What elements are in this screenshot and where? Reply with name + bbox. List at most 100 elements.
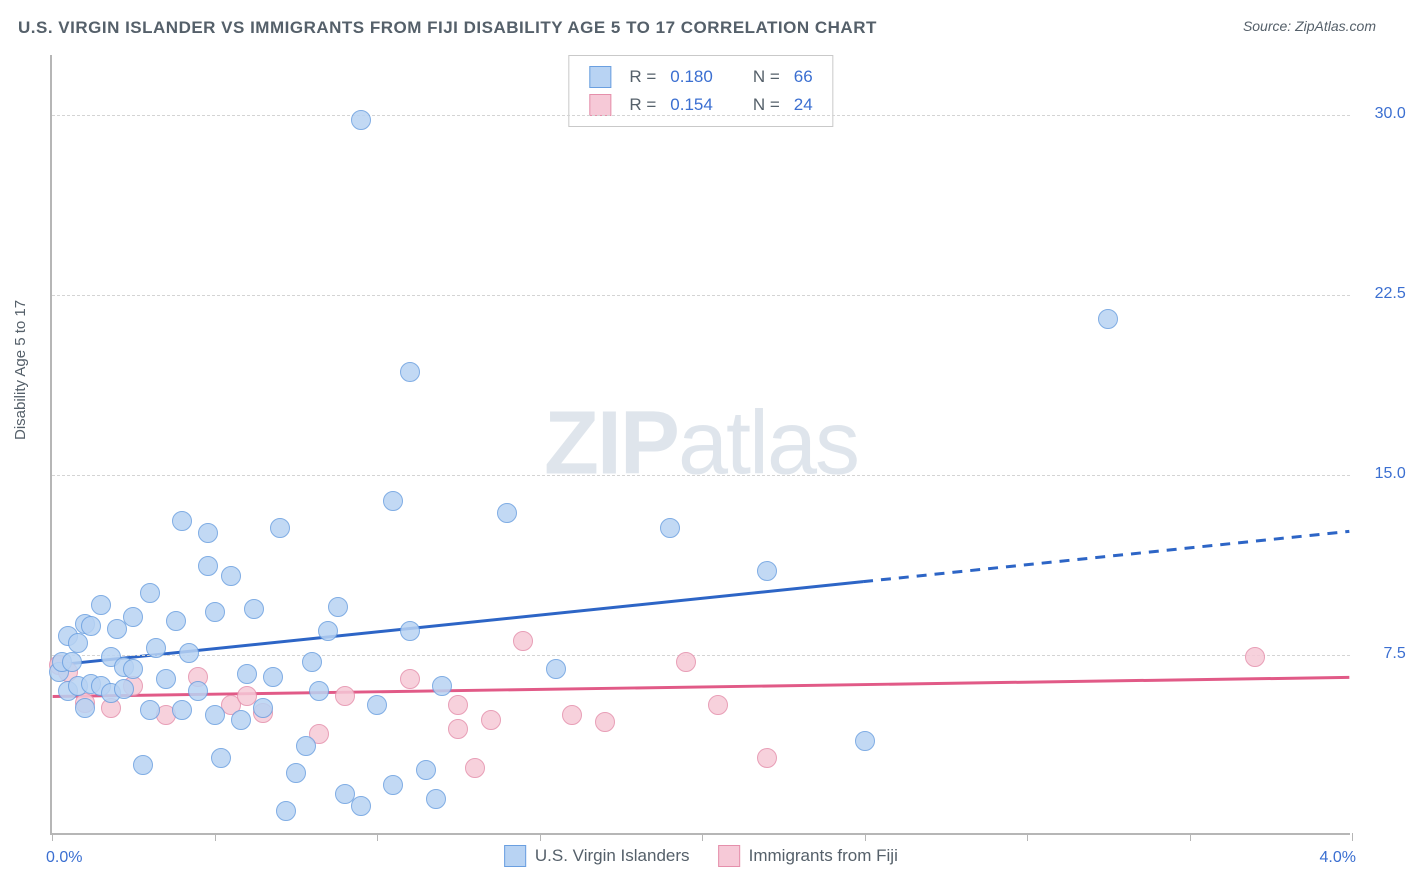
data-point [205,705,225,725]
data-point [400,621,420,641]
data-point [318,621,338,641]
data-point [140,583,160,603]
data-point [146,638,166,658]
r-label-a: R = [623,64,662,90]
y-tick-label: 15.0% [1360,465,1406,483]
watermark-zip: ZIP [544,394,678,494]
data-point [68,633,88,653]
gridline [52,115,1350,116]
gridline [52,655,1350,656]
data-point [140,700,160,720]
swatch-a [589,66,611,88]
bottom-legend: U.S. Virgin Islanders Immigrants from Fi… [504,845,898,867]
data-point [205,602,225,622]
data-point [481,710,501,730]
plot-area: ZIPatlas R = 0.180 N = 66 R = 0.154 N = … [50,55,1350,835]
chart-title: U.S. VIRGIN ISLANDER VS IMMIGRANTS FROM … [18,18,877,38]
data-point [757,561,777,581]
data-point [296,736,316,756]
data-point [188,681,208,701]
data-point [595,712,615,732]
data-point [383,491,403,511]
data-point [166,611,186,631]
data-point [211,748,231,768]
data-point [302,652,322,672]
gridline [52,475,1350,476]
x-tick [1352,833,1353,841]
x-tick [702,833,703,841]
data-point [309,681,329,701]
gridline [52,295,1350,296]
data-point [562,705,582,725]
data-point [448,719,468,739]
data-point [286,763,306,783]
stats-row-a: R = 0.180 N = 66 [583,64,818,90]
n-value-a: 66 [788,64,819,90]
swatch-a-bottom [504,845,526,867]
data-point [237,664,257,684]
data-point [757,748,777,768]
data-point [367,695,387,715]
data-point [708,695,728,715]
data-point [114,679,134,699]
data-point [75,698,95,718]
data-point [276,801,296,821]
data-point [855,731,875,751]
data-point [546,659,566,679]
data-point [263,667,283,687]
data-point [172,700,192,720]
data-point [432,676,452,696]
data-point [335,686,355,706]
x-axis-max-label: 4.0% [1320,849,1356,867]
series-b-name: Immigrants from Fiji [749,846,898,865]
data-point [465,758,485,778]
data-point [221,566,241,586]
data-point [62,652,82,672]
data-point [1245,647,1265,667]
series-a-name: U.S. Virgin Islanders [535,846,690,865]
data-point [133,755,153,775]
data-point [513,631,533,651]
y-tick-label: 30.0% [1360,105,1406,123]
data-point [91,595,111,615]
data-point [448,695,468,715]
data-point [351,796,371,816]
data-point [123,659,143,679]
data-point [416,760,436,780]
data-point [198,523,218,543]
data-point [81,616,101,636]
y-tick-label: 7.5% [1360,645,1406,663]
watermark-atlas: atlas [678,394,858,494]
data-point [497,503,517,523]
data-point [351,110,371,130]
x-axis-min-label: 0.0% [46,849,82,867]
data-point [198,556,218,576]
data-point [676,652,696,672]
n-label-a: N = [747,64,786,90]
source-label: Source: ZipAtlas.com [1243,18,1376,34]
r-value-a: 0.180 [664,64,719,90]
data-point [270,518,290,538]
data-point [328,597,348,617]
data-point [179,643,199,663]
data-point [426,789,446,809]
x-tick [1027,833,1028,841]
x-tick [377,833,378,841]
data-point [156,669,176,689]
swatch-b [589,94,611,116]
data-point [231,710,251,730]
watermark: ZIPatlas [544,393,858,496]
data-point [244,599,264,619]
data-point [123,607,143,627]
swatch-b-bottom [718,845,740,867]
data-point [172,511,192,531]
data-point [253,698,273,718]
y-axis-label: Disability Age 5 to 17 [12,300,29,440]
data-point [400,362,420,382]
x-tick [52,833,53,841]
x-tick [865,833,866,841]
data-point [1098,309,1118,329]
x-tick [540,833,541,841]
x-tick [1190,833,1191,841]
data-point [383,775,403,795]
